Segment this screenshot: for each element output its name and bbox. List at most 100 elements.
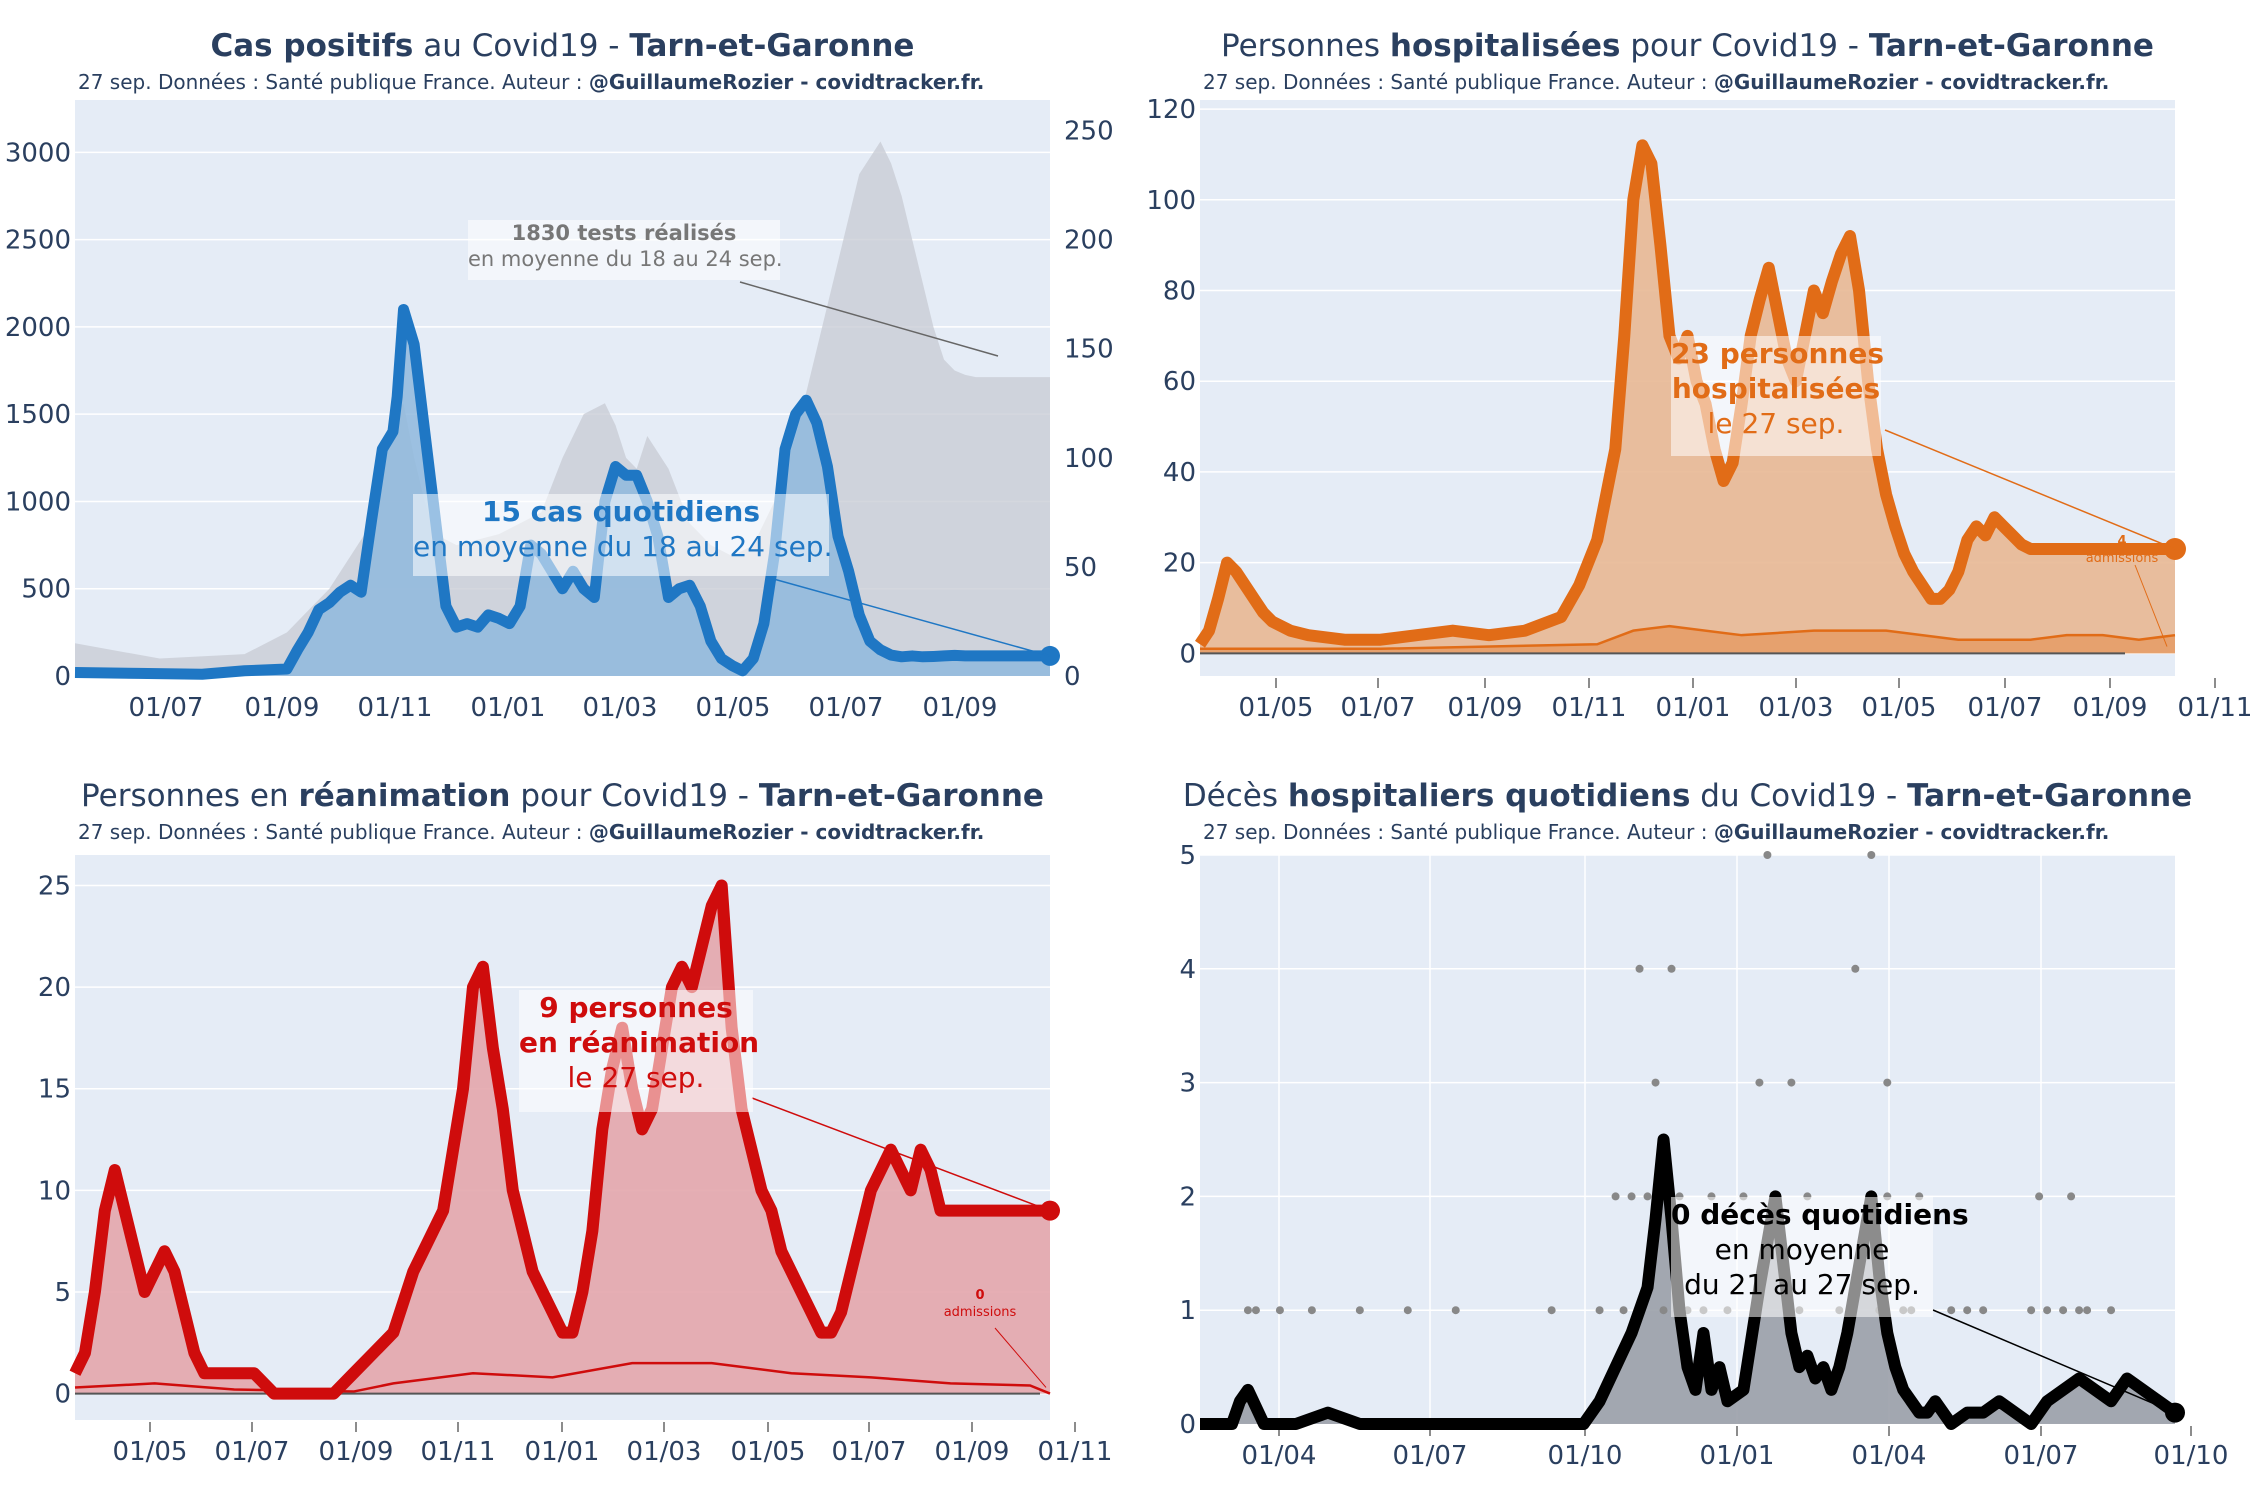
deaths-daily-point [1763,851,1772,859]
icu-x-tick-label: 01/09 [935,1437,1010,1467]
hosp-y-tick-label: 80 [1163,276,1196,306]
icu-area [75,885,1050,1394]
icu-y-tick-label: 5 [54,1278,71,1308]
deaths-daily-point [1251,1306,1260,1315]
deaths-subtitle: 27 sep. Données : Santé publique France.… [1203,820,2109,844]
deaths-subtitle-a: 27 sep. Données : Santé publique France.… [1203,820,1714,844]
cases-annotation-main: 15 cas quotidiens en moyenne du 18 au 24… [413,494,832,576]
icu-title-c: pour Covid19 - [510,778,759,814]
hosp-annotation-line1: 23 personnes [1671,337,1884,370]
icu-title-b: réanimation [298,778,511,814]
deaths-daily-point [1619,1306,1628,1315]
deaths-daily-point [2059,1306,2068,1315]
deaths-daily-point [2035,1192,2044,1201]
hosp-x-tick-label: 01/03 [1759,693,1834,723]
cases-x-tick-label: 01/07 [809,693,884,723]
cases-title-a: Cas positifs [210,28,414,64]
icu-y-tick-label: 20 [38,973,71,1003]
icu-title-d: Tarn-et-Garonne [758,778,1044,814]
hosp-admissions-arrow [2134,564,2168,647]
deaths-x-tick-label: 01/01 [1700,1441,1775,1471]
icu-subtitle-a: 27 sep. Données : Santé publique France.… [78,820,589,844]
deaths-title-a: Décès [1182,778,1288,814]
icu-x-tick-label: 01/09 [319,1437,394,1467]
deaths-daily-point [1979,1306,1988,1315]
hosp-x-tick-label: 01/07 [1341,693,1416,723]
panel-icu: Personnes en réanimation pour Covid19 - … [0,750,1125,1500]
hosp-admissions-label: admissions [2085,550,2159,566]
hosp-y-tick-label: 100 [1146,186,1196,216]
deaths-daily-point [2083,1306,2092,1315]
deaths-daily-point [1355,1306,1364,1315]
icu-chart: 0 5 10 15 20 25 01/05 01/07 01/09 01/11 01/01 01/03… [38,855,1112,1467]
hosp-subtitle-a: 27 sep. Données : Santé publique France.… [1203,70,1714,94]
deaths-x-tick-label: 01/10 [2154,1441,2229,1471]
deaths-daily-point [1243,1306,1252,1315]
cases-x-tick-label: 01/09 [923,693,998,723]
deaths-y-tick-label: 5 [1179,841,1196,871]
tests-annotation-line2: en moyenne du 18 au 24 sep. [468,247,783,272]
hosp-x-tick-label: 01/01 [1656,693,1731,723]
deaths-daily-point [1787,1078,1796,1087]
icu-subtitle: 27 sep. Données : Santé publique France.… [78,820,984,844]
deaths-daily-point [1755,1078,1764,1087]
deaths-annotation-line3: du 21 au 27 sep. [1684,1268,1920,1301]
deaths-y-tick-label: 0 [1179,1410,1196,1440]
hosp-subtitle-b: @GuillaumeRozier - covidtracker.fr. [1713,70,2110,94]
icu-y-tick-label: 10 [38,1176,71,1206]
icu-admissions-line [74,1361,1051,1395]
deaths-title: Décès hospitaliers quotidiens du Covid19… [1125,778,2250,814]
cases-x-tick-label: 01/01 [471,693,546,723]
icu-x-tick-label: 01/01 [525,1437,600,1467]
tests-annotation: 1830 tests réalisés en moyenne du 18 au … [468,220,783,280]
deaths-title-c: du Covid19 - [1690,778,1908,814]
cases-y2-tick-label: 150 [1064,335,1114,365]
panel-cases: Cas positifs au Covid19 - Tarn-et-Garonn… [0,0,1125,750]
deaths-daily-point [1851,964,1860,973]
deaths-daily-point [1403,1306,1412,1315]
deaths-daily-point [2067,1192,2076,1201]
deaths-x-tick-label: 01/04 [1242,1441,1317,1471]
deaths-annotation-line2: en moyenne [1714,1233,1890,1266]
hosp-annotation-line2: hospitalisées [1671,372,1881,405]
deaths-daily-point [1595,1306,1604,1315]
cases-y-tick-label: 0 [54,662,71,692]
deaths-daily-point [1611,1192,1620,1201]
hosp-y-tick-label: 0 [1179,639,1196,669]
deaths-title-d: Tarn-et-Garonne [1907,778,2193,814]
hosp-title-d: Tarn-et-Garonne [1868,28,2154,64]
hosp-annotation-line3: le 27 sep. [1707,407,1845,440]
cases-annotation-line1: 15 cas quotidiens [481,495,761,528]
cases-subtitle: 27 sep. Données : Santé publique France.… [78,70,984,94]
icu-admissions-annotation: 0 admissions [935,1288,1025,1324]
icu-admissions-value: 0 [975,1288,985,1303]
cases-annotation-arrow [769,577,1051,657]
deaths-daily-point [1635,964,1644,973]
cases-y-tick-label: 2000 [5,313,71,343]
deaths-x-tick-label: 01/07 [1393,1441,1468,1471]
cases-subtitle-b: @GuillaumeRozier - covidtracker.fr. [588,70,985,94]
hosp-y-tick-label: 40 [1163,458,1196,488]
deaths-daily-point [1883,1078,1892,1087]
hosp-admissions-line [1200,624,2176,651]
hosp-x-tick-label: 01/05 [1239,693,1314,723]
deaths-daily-point [1867,851,1876,859]
deaths-daily-point [1963,1306,1972,1315]
icu-subtitle-b: @GuillaumeRozier - covidtracker.fr. [588,820,985,844]
icu-annotation-line2: en réanimation [519,1026,760,1059]
tests-annotation-arrow [739,281,999,357]
hosp-title-c: pour Covid19 - [1620,28,1869,64]
deaths-y-tick-label: 1 [1179,1296,1196,1326]
hosp-x-tick-label: 01/11 [2178,693,2250,723]
deaths-title-b: hospitaliers quotidiens [1287,778,1691,814]
icu-x-tick-label: 01/11 [421,1437,496,1467]
cases-x-tick-label: 01/11 [358,693,433,723]
icu-y-tick-label: 15 [38,1075,71,1105]
cases-title-c: Tarn-et-Garonne [629,28,915,64]
hosp-annotation-main: 23 personnes hospitalisées le 27 sep. [1671,336,1884,456]
cases-x-tick-label: 01/09 [245,693,320,723]
icu-x-tick-label: 01/03 [627,1437,702,1467]
panel-hosp: Personnes hospitalisées pour Covid19 - T… [1125,0,2250,750]
cases-x-tick-label: 01/07 [129,693,204,723]
